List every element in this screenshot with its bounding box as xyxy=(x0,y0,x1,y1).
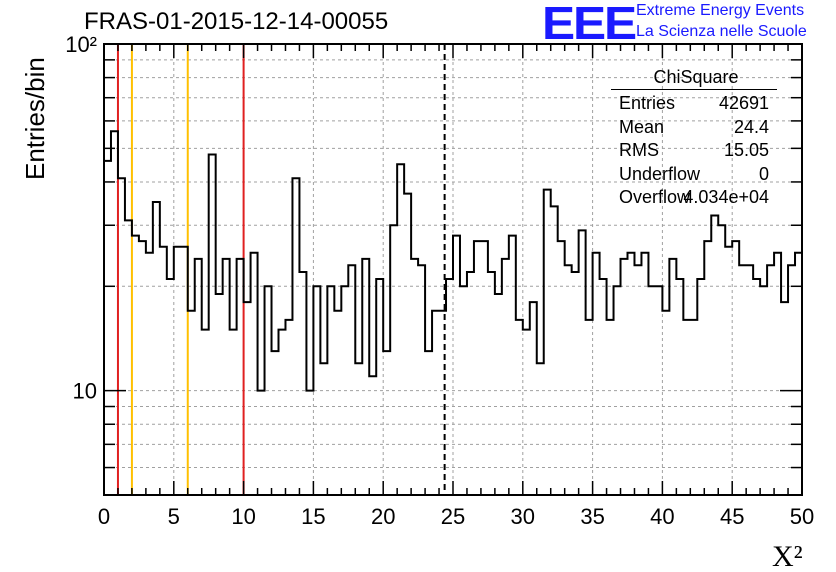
chart-title: FRAS-01-2015-12-14-00055 xyxy=(84,8,389,35)
grid-lines xyxy=(104,44,802,495)
y-tick-labels: 10 10² xyxy=(65,32,97,404)
x-tick-label: 20 xyxy=(371,504,395,529)
x-tick-label: 10 xyxy=(231,504,255,529)
x-tick-label: 15 xyxy=(301,504,325,529)
x-tick-label: 35 xyxy=(580,504,604,529)
x-tick-label: 50 xyxy=(790,504,814,529)
axis-ticks xyxy=(103,43,803,496)
x-tick-labels: 0 5 10 15 20 25 30 35 40 45 50 xyxy=(98,504,814,529)
logo-caption-line1: Extreme Energy Events xyxy=(636,2,805,19)
x-tick-label: 40 xyxy=(650,504,674,529)
stats-value: 4.034e+04 xyxy=(683,187,769,207)
stats-row-overflow: Overflow 4.034e+04 xyxy=(611,186,777,210)
stats-key: Underflow xyxy=(619,163,701,184)
stats-value: 24.4 xyxy=(733,116,769,137)
eee-logo: EEE xyxy=(542,0,637,49)
histogram-line xyxy=(104,130,802,392)
stats-key: RMS xyxy=(619,140,659,160)
stats-value: 42691 xyxy=(718,93,769,113)
stats-title: ChiSquare xyxy=(611,66,777,90)
x-tick-label: 45 xyxy=(720,504,744,529)
x-tick-label: 5 xyxy=(168,504,180,529)
logo-caption-line2: La Scienza nelle Scuole xyxy=(636,23,807,40)
x-tick-label: 0 xyxy=(98,504,110,529)
stats-row-rms: RMS 15.05 xyxy=(611,139,777,163)
stats-value: 0 xyxy=(758,163,769,184)
y-axis-label: Entries/bin xyxy=(20,57,50,180)
y-tick-label: 10² xyxy=(65,32,97,57)
stats-value: 15.05 xyxy=(723,140,769,160)
y-tick-label: 10 xyxy=(73,379,97,404)
stats-key: Overflow xyxy=(619,187,691,207)
x-axis-label: X² xyxy=(772,540,803,572)
stats-row-entries: Entries 42691 xyxy=(611,92,777,116)
stats-key: Entries xyxy=(619,93,676,113)
stats-box: ChiSquare Entries 42691 Mean 24.4 RMS 15… xyxy=(611,66,777,210)
x-tick-label: 25 xyxy=(441,504,465,529)
stats-row-mean: Mean 24.4 xyxy=(611,116,777,140)
stats-key: Mean xyxy=(619,116,665,137)
x-tick-label: 30 xyxy=(511,504,535,529)
stats-row-underflow: Underflow 0 xyxy=(611,163,777,187)
